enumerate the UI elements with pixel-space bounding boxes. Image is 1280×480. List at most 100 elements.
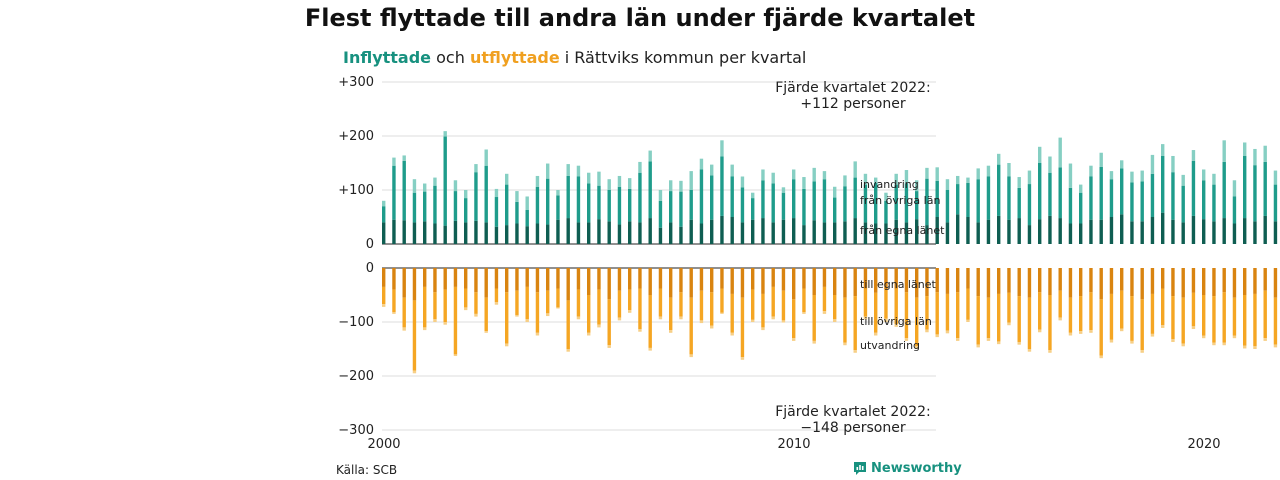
bar-in-immig — [1263, 145, 1267, 162]
bar-out-emig — [402, 327, 406, 331]
bar-out-emig — [1038, 329, 1042, 333]
bar-out-own — [597, 268, 601, 290]
bar-in-immig — [679, 180, 683, 192]
y-tick-in: +300 — [338, 75, 374, 90]
bar-in-other — [392, 165, 396, 220]
bar-out-own — [699, 268, 704, 291]
y-tick-out: 0 — [366, 261, 374, 276]
bar-in-other — [730, 176, 734, 217]
bar-in-own — [474, 220, 478, 244]
bar-in-other — [1079, 192, 1083, 224]
bar-in-own — [556, 219, 560, 244]
bar-out-emig — [494, 302, 499, 305]
bar-in-other — [1048, 172, 1052, 216]
bar-in-other — [617, 186, 622, 225]
bar-in-immig — [607, 179, 611, 190]
bar-in-own — [945, 222, 950, 244]
bar-out-other — [915, 297, 919, 347]
bar-out-emig — [1068, 332, 1073, 336]
bar-in-immig — [1243, 142, 1247, 156]
bar-out-emig — [423, 327, 427, 331]
bar-in-own — [1079, 223, 1083, 244]
bar-out-other — [1263, 290, 1267, 339]
bar-out-other — [720, 288, 724, 313]
bar-out-emig — [699, 320, 704, 324]
bar-in-own — [1089, 219, 1093, 244]
bar-out-other — [1038, 292, 1042, 330]
bar-in-other — [1130, 182, 1134, 222]
bar-out-emig — [689, 354, 693, 358]
bar-in-other — [740, 187, 745, 223]
bar-out-own — [884, 268, 888, 290]
bar-in-immig — [453, 180, 458, 192]
bar-in-own — [781, 219, 786, 244]
bar-in-immig — [1181, 174, 1185, 186]
bar-in-immig — [587, 172, 591, 184]
bar-in-other — [956, 184, 960, 215]
bar-in-own — [505, 225, 509, 244]
bar-out-emig — [392, 312, 396, 314]
bar-in-immig — [1109, 171, 1114, 180]
bar-in-own — [812, 220, 816, 244]
bar-out-own — [1099, 268, 1103, 300]
bar-out-own — [1181, 268, 1185, 298]
bar-in-own — [392, 219, 396, 244]
bar-in-immig — [648, 150, 652, 162]
bar-out-emig — [1232, 335, 1237, 339]
bar-in-other — [474, 172, 478, 221]
bar-out-own — [1038, 268, 1042, 293]
bar-in-own — [453, 220, 458, 244]
bar-in-immig — [904, 170, 909, 184]
bar-in-own — [1253, 221, 1257, 244]
bar-in-other — [1212, 184, 1216, 222]
bar-out-own — [1130, 268, 1134, 297]
bar-out-own — [658, 268, 663, 289]
bar-out-own — [1048, 268, 1052, 295]
bar-in-immig — [1150, 154, 1155, 174]
bar-in-immig — [1273, 170, 1278, 185]
bar-out-emig — [1243, 345, 1247, 349]
bar-in-own — [976, 222, 980, 244]
bar-out-other — [986, 297, 991, 339]
bar-out-emig — [587, 332, 591, 336]
bar-in-immig — [1079, 184, 1083, 193]
bar-out-own — [945, 268, 950, 294]
annotation-top-line1: Fjärde kvartalet 2022: — [775, 80, 931, 96]
bar-in-immig — [474, 164, 478, 173]
bar-in-own — [751, 219, 755, 244]
chart-subtitle: Inflyttade och utflyttade i Rättviks kom… — [343, 48, 806, 67]
bar-in-immig — [833, 186, 837, 198]
bar-out-other — [1120, 290, 1124, 329]
bar-out-own — [1150, 268, 1155, 294]
bar-out-own — [638, 268, 642, 289]
bar-out-other — [1089, 292, 1093, 331]
bar-out-own — [833, 268, 837, 295]
bar-in-other — [751, 198, 755, 220]
bar-out-own — [474, 268, 478, 293]
bar-out-own — [546, 268, 550, 291]
bar-out-other — [761, 293, 765, 328]
bar-in-other — [1273, 184, 1278, 222]
bar-in-immig — [925, 167, 929, 179]
bar-in-immig — [1161, 144, 1165, 156]
bar-out-other — [730, 293, 734, 333]
bar-out-other — [1212, 296, 1216, 343]
bar-in-own — [874, 223, 878, 244]
bar-in-own — [658, 227, 663, 244]
bar-out-other — [1161, 288, 1165, 326]
bar-out-emig — [720, 312, 724, 314]
bar-in-other — [1191, 160, 1196, 216]
bar-out-other — [402, 297, 406, 328]
bar-out-own — [710, 268, 714, 293]
bar-out-own — [402, 268, 406, 298]
bar-in-immig — [1017, 177, 1021, 188]
subtitle-outflow: utflyttade — [469, 48, 560, 67]
bar-out-emig — [1099, 355, 1103, 359]
bar-in-own — [740, 222, 745, 244]
x-tick: 2010 — [777, 437, 810, 452]
bar-out-emig — [648, 347, 652, 351]
bar-out-other — [802, 288, 806, 313]
bar-out-other — [1068, 297, 1073, 333]
bar-out-own — [843, 268, 847, 298]
bar-out-other — [412, 300, 417, 371]
